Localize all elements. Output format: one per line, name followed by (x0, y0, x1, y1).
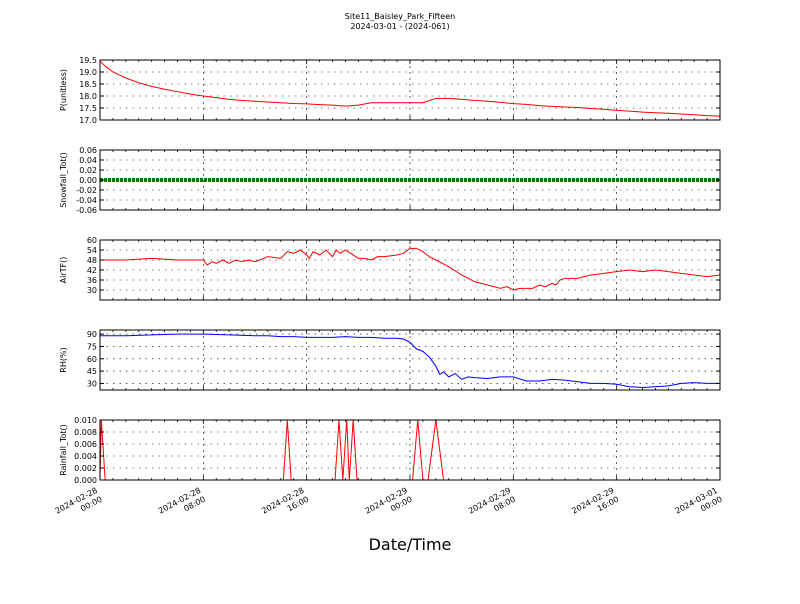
rh-y-axis-label: RH(%) (59, 347, 68, 372)
chart-title: Site11_Baisley_Park_Fifteen (345, 12, 455, 21)
rainfall-ytick-label: 0.002 (74, 464, 97, 473)
rainfall-y-axis-label: Rainfall_Tot() (59, 424, 68, 476)
snowfall-ytick-label: -0.02 (76, 186, 97, 195)
x-axis-label: Date/Time (369, 535, 452, 554)
snowfall-y-axis-label: Snowfall_Tot() (59, 152, 68, 208)
x-tick-label: 2024-02-2900:00 (364, 486, 414, 525)
airtf-ytick-label: 60 (87, 236, 97, 245)
rh-ytick-label: 60 (87, 355, 97, 364)
pressure-y-axis-label: P(unitless) (59, 69, 68, 111)
rh-series-line (100, 333, 720, 389)
airtf-ytick-label: 42 (87, 266, 97, 275)
pressure-ytick-label: 17.0 (79, 116, 97, 125)
pressure-series-line (99, 60, 721, 117)
x-tick-label: 2024-03-0100:00 (674, 486, 724, 525)
snowfall-ytick-label: 0.00 (79, 176, 97, 185)
x-tick-label: 2024-02-2816:00 (260, 486, 310, 525)
rh-panel: 30 45 60 75 90 RH(%) (59, 329, 721, 391)
rainfall-ytick-label: 0.010 (74, 416, 97, 425)
snowfall-ytick-label: 0.06 (79, 146, 97, 155)
x-tick-labels: 2024-02-2800:00 2024-02-2808:00 2024-02-28… (54, 486, 724, 525)
rh-ytick-label: 30 (87, 379, 97, 388)
snowfall-ytick-label: -0.06 (76, 206, 97, 215)
snowfall-ytick-label: 0.04 (79, 156, 97, 165)
pressure-ytick-label: 17.5 (79, 104, 97, 113)
rh-ytick-label: 45 (87, 367, 97, 376)
x-tick-label: 2024-02-2908:00 (467, 486, 517, 525)
pressure-ytick-label: 18.0 (79, 92, 97, 101)
rainfall-panel: 0.000 0.002 0.004 0.006 0.008 0.010 Rainfall_T… (59, 416, 721, 485)
x-tick-label: 2024-02-2808:00 (157, 486, 207, 525)
airtf-ytick-label: 30 (87, 286, 97, 295)
snowfall-ytick-label: -0.04 (76, 196, 97, 205)
rainfall-ytick-label: 0.000 (74, 476, 97, 485)
x-tick-label: 2024-02-2800:00 (54, 486, 104, 525)
subplots: 17.0 17.5 18.0 18.5 19.0 19.5 P(unitless) -0.06… (54, 56, 724, 525)
snowfall-panel: -0.06-0.04-0.020.000.020.040.06 Snowfall_… (59, 146, 721, 215)
pressure-ytick-label: 19.0 (79, 68, 97, 77)
snowfall-ytick-label: 0.02 (79, 166, 97, 175)
pressure-panel: 17.0 17.5 18.0 18.5 19.0 19.5 P(unitless) (59, 56, 721, 125)
airtf-ytick-label: 54 (87, 246, 97, 255)
rh-ytick-label: 90 (87, 330, 97, 339)
rainfall-ytick-label: 0.008 (74, 428, 97, 437)
rainfall-ytick-label: 0.006 (74, 440, 97, 449)
rh-ytick-label: 75 (87, 342, 97, 351)
x-tick-label: 2024-02-2916:00 (570, 486, 620, 525)
rainfall-ytick-label: 0.004 (74, 452, 97, 461)
chart-subtitle: 2024-03-01 - (2024-061) (350, 22, 449, 31)
pressure-ytick-label: 19.5 (79, 56, 97, 65)
airtf-ytick-label: 48 (87, 256, 97, 265)
airtf-y-axis-label: AirTF() (59, 257, 68, 284)
airtf-series-line (100, 247, 721, 291)
airtf-ytick-label: 36 (87, 276, 97, 285)
pressure-ytick-label: 18.5 (79, 80, 97, 89)
